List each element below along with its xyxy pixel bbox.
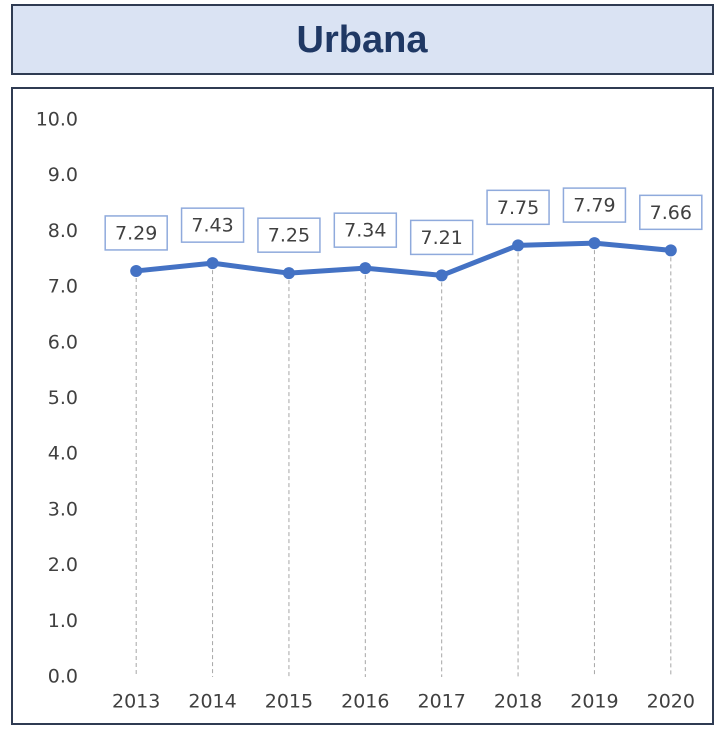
y-tick-label: 3.0 bbox=[48, 498, 78, 520]
x-tick-label: 2013 bbox=[112, 691, 160, 713]
y-tick-label: 5.0 bbox=[48, 387, 78, 409]
x-tick-label: 2020 bbox=[647, 691, 695, 713]
data-label-box bbox=[333, 212, 398, 248]
data-point bbox=[664, 244, 677, 257]
data-label-box bbox=[409, 219, 474, 256]
data-label: 7.66 bbox=[650, 202, 692, 224]
x-tick-label: 2019 bbox=[570, 691, 618, 713]
y-tick-label: 4.0 bbox=[48, 443, 78, 465]
y-tick-label: 9.0 bbox=[48, 164, 78, 186]
x-tick-label: 2018 bbox=[494, 691, 542, 713]
data-label-box bbox=[486, 189, 550, 226]
data-label-box bbox=[257, 217, 321, 253]
data-label: 7.34 bbox=[344, 220, 386, 242]
data-label: 7.75 bbox=[497, 197, 539, 219]
title-box bbox=[11, 4, 714, 75]
y-tick-label: 2.0 bbox=[48, 554, 78, 576]
data-label: 7.29 bbox=[115, 222, 157, 244]
data-label-box bbox=[104, 215, 168, 251]
plot-frame bbox=[11, 87, 714, 725]
data-point bbox=[435, 269, 448, 282]
data-label: 7.79 bbox=[573, 195, 615, 217]
x-tick-label: 2017 bbox=[418, 691, 466, 713]
y-tick-label: 7.0 bbox=[48, 276, 78, 298]
chart-title: Urbana bbox=[297, 19, 429, 61]
x-tick-label: 2014 bbox=[188, 691, 236, 713]
data-point bbox=[359, 262, 372, 275]
x-tick-label: 2016 bbox=[341, 691, 389, 713]
data-label-box bbox=[562, 187, 627, 223]
y-tick-label: 0.0 bbox=[48, 666, 78, 688]
data-label: 7.21 bbox=[421, 227, 463, 249]
x-tick-label: 2015 bbox=[265, 691, 313, 713]
data-point bbox=[282, 267, 295, 280]
data-label-box bbox=[639, 194, 703, 231]
data-point bbox=[206, 257, 219, 270]
data-point bbox=[588, 237, 601, 250]
data-label: 7.25 bbox=[268, 225, 310, 247]
data-point bbox=[130, 264, 143, 277]
data-point bbox=[512, 239, 525, 252]
y-tick-label: 8.0 bbox=[48, 220, 78, 242]
data-label: 7.43 bbox=[191, 215, 233, 237]
data-label-box bbox=[180, 207, 245, 243]
y-tick-label: 1.0 bbox=[48, 610, 78, 632]
data-line bbox=[135, 240, 672, 278]
y-tick-label: 10.0 bbox=[36, 109, 78, 131]
y-tick-label: 6.0 bbox=[48, 331, 78, 353]
